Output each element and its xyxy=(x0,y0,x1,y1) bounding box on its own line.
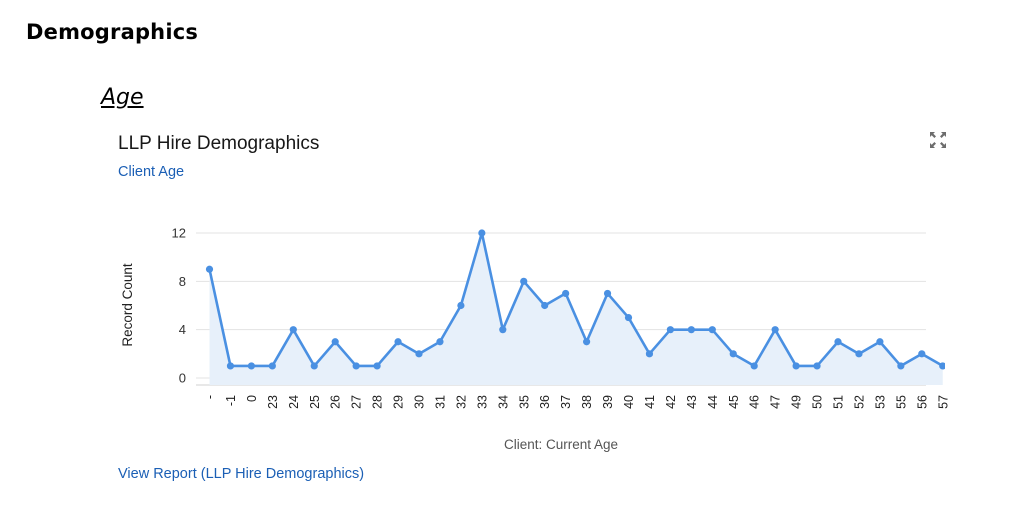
x-tick-label: - xyxy=(203,395,217,399)
data-point-41[interactable] xyxy=(645,350,654,358)
data-point-49[interactable] xyxy=(792,362,800,370)
x-tick-label: 35 xyxy=(517,395,531,409)
data-point-26[interactable] xyxy=(331,338,339,346)
x-tick-label: 25 xyxy=(308,395,322,409)
x-tick-label: 47 xyxy=(769,395,783,409)
data-point-39[interactable] xyxy=(603,289,612,298)
y-tick-labels: 0 4 8 12 xyxy=(172,226,186,386)
data-points xyxy=(205,229,946,370)
x-tick-label: 46 xyxy=(748,395,762,409)
data-point-0[interactable] xyxy=(247,362,255,370)
data-point-46[interactable] xyxy=(750,362,758,370)
data-point-23[interactable] xyxy=(268,362,276,370)
expand-icon[interactable] xyxy=(929,131,947,149)
data-point-38[interactable] xyxy=(583,338,591,346)
x-axis-title: Client: Current Age xyxy=(504,437,618,452)
view-report-link[interactable]: View Report (LLP Hire Demographics) xyxy=(118,466,365,482)
x-tick-label: 38 xyxy=(580,395,594,409)
data-point-42[interactable] xyxy=(666,326,675,334)
data-point-52[interactable] xyxy=(855,350,863,358)
x-tick-label: 23 xyxy=(266,395,280,409)
data-point-45[interactable] xyxy=(729,350,737,358)
x-tick-label: 51 xyxy=(832,395,846,409)
x-tick-label: 32 xyxy=(454,395,468,409)
y-tick-label: 8 xyxy=(179,274,186,289)
x-tick-label: 31 xyxy=(433,395,447,409)
data-point-51[interactable] xyxy=(834,338,842,346)
data-point-53[interactable] xyxy=(876,338,884,346)
x-tick-label: 55 xyxy=(894,395,908,409)
x-tick-label: 45 xyxy=(727,395,741,409)
x-tick-label: 34 xyxy=(496,395,510,409)
x-tick-label: 0 xyxy=(245,395,259,402)
data-point-43[interactable] xyxy=(687,326,695,334)
series-area xyxy=(209,233,943,385)
x-tick-label: 50 xyxy=(811,395,825,409)
data-point-30[interactable] xyxy=(415,350,423,358)
data-point-56[interactable] xyxy=(918,350,926,358)
x-tick-label: 56 xyxy=(915,395,929,409)
x-tick-label: 26 xyxy=(329,395,343,409)
x-tick-label: 41 xyxy=(643,395,657,409)
x-tick-label: 39 xyxy=(601,395,615,409)
x-tick-label: 52 xyxy=(852,395,866,409)
section-heading: Demographics xyxy=(26,20,199,44)
x-tick-label: 30 xyxy=(413,395,427,409)
data-point-37[interactable] xyxy=(562,289,570,298)
data-point-31[interactable] xyxy=(436,338,444,346)
subsection-heading-age: Age xyxy=(101,85,144,110)
y-axis-title: Record Count xyxy=(120,263,135,347)
x-tick-label: 57 xyxy=(936,395,950,409)
data-point-34[interactable] xyxy=(499,326,507,334)
data-point--[interactable] xyxy=(205,265,214,273)
x-tick-label: 28 xyxy=(371,395,385,409)
x-tick-label: 37 xyxy=(559,395,573,409)
x-tick-label: 44 xyxy=(706,395,720,409)
data-point--1[interactable] xyxy=(226,362,235,370)
y-tick-label: 4 xyxy=(179,322,186,337)
data-point-47[interactable] xyxy=(771,326,779,334)
x-tick-label: 40 xyxy=(622,395,636,409)
data-point-27[interactable] xyxy=(352,362,360,370)
data-point-57[interactable] xyxy=(939,362,946,370)
data-point-35[interactable] xyxy=(520,277,528,285)
chart-title: LLP Hire Demographics xyxy=(118,133,320,154)
data-point-40[interactable] xyxy=(624,313,633,322)
x-tick-label: 43 xyxy=(685,395,699,409)
series-line xyxy=(208,231,944,368)
data-point-32[interactable] xyxy=(457,301,465,310)
chart-subtitle-link[interactable]: Client Age xyxy=(118,164,185,180)
data-point-55[interactable] xyxy=(897,362,905,370)
y-tick-label: 12 xyxy=(172,226,186,241)
y-tick-label: 0 xyxy=(179,371,186,386)
data-point-33[interactable] xyxy=(478,229,486,237)
x-tick-label: 24 xyxy=(287,395,301,409)
x-tick-label: 27 xyxy=(350,395,364,409)
x-tick-label: -1 xyxy=(224,395,238,406)
data-point-24[interactable] xyxy=(289,326,297,334)
data-point-44[interactable] xyxy=(708,326,716,334)
data-point-29[interactable] xyxy=(394,338,402,346)
x-tick-label: 29 xyxy=(392,395,406,409)
x-tick-label: 33 xyxy=(475,395,489,409)
x-tick-label: 49 xyxy=(790,395,804,409)
x-tick-label: 36 xyxy=(538,395,552,409)
data-point-36[interactable] xyxy=(541,301,549,310)
data-point-28[interactable] xyxy=(373,362,381,370)
x-tick-labels: - -1 0 23 24 25 26 27 28 29 30 31 32 33 34 35 36 37 38 39 40… xyxy=(203,395,950,409)
data-point-25[interactable] xyxy=(310,362,318,370)
x-tick-label: 53 xyxy=(873,395,887,409)
data-point-50[interactable] xyxy=(813,362,821,370)
x-tick-label: 42 xyxy=(664,395,678,409)
